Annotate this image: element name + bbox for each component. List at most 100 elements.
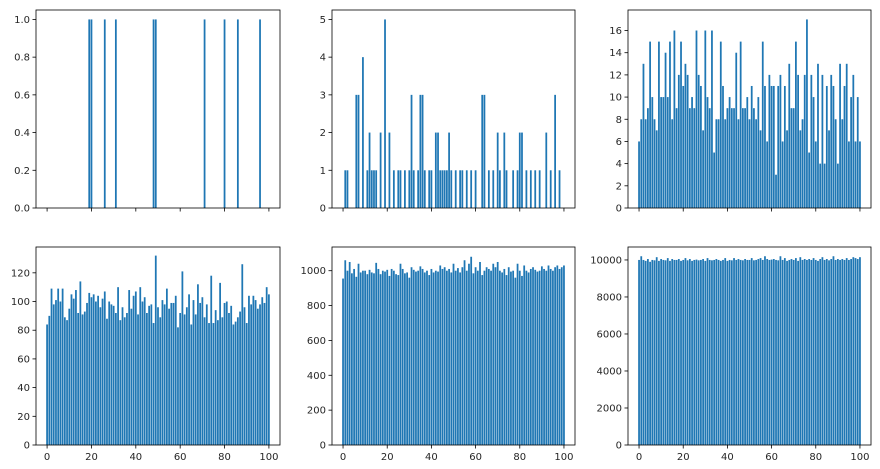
bar [390, 268, 393, 445]
bar [496, 261, 499, 445]
bar [152, 19, 155, 209]
bar [465, 170, 468, 208]
bar [545, 270, 548, 445]
bar [854, 141, 857, 208]
bar [726, 260, 729, 445]
bar [563, 265, 565, 445]
bar [203, 19, 206, 209]
bar [77, 313, 80, 445]
bar [404, 273, 406, 445]
bar [788, 63, 791, 208]
bar [560, 267, 563, 445]
bar [724, 258, 727, 445]
bar [452, 263, 455, 445]
bar [232, 324, 235, 445]
bar [739, 259, 742, 445]
bar [368, 269, 371, 445]
bar [90, 19, 93, 209]
bar [823, 259, 826, 445]
bar [265, 287, 268, 445]
bar [839, 259, 841, 445]
bar [521, 275, 523, 445]
bar [806, 259, 808, 445]
bar [748, 119, 751, 208]
bar [55, 300, 57, 445]
bar [110, 304, 113, 445]
axes-frame [627, 9, 872, 209]
bar-series [342, 256, 565, 445]
bar [148, 305, 151, 445]
bar [397, 170, 400, 208]
bar [114, 313, 117, 445]
bar [126, 313, 128, 445]
bar [192, 300, 195, 445]
bar [386, 269, 389, 445]
y-tick-label: 16 [609, 26, 622, 37]
bar [651, 97, 654, 208]
bar [744, 108, 746, 208]
bar [437, 271, 439, 445]
bar [658, 41, 660, 208]
bar [217, 320, 219, 445]
bar [722, 85, 724, 208]
bar [761, 259, 764, 445]
bar [534, 269, 537, 445]
y-tick-label: 600 [307, 336, 326, 347]
bar [79, 281, 82, 445]
bar [735, 259, 738, 445]
bar [704, 30, 707, 208]
bar [859, 141, 861, 208]
bar [682, 85, 685, 208]
bar [750, 258, 753, 445]
bar [704, 260, 707, 445]
bar [836, 163, 839, 208]
bar [439, 265, 442, 445]
bar [214, 310, 217, 445]
bar [503, 132, 506, 208]
x-tick-label: 100 [259, 452, 278, 463]
subplot-6: 0 2000 4000 6000 8000 10000 0 20 40 60 80 100 [590, 246, 872, 463]
bar [254, 300, 257, 445]
bar [465, 270, 468, 445]
bar [359, 272, 362, 445]
bar [717, 119, 720, 208]
y-tick-label: 5 [320, 15, 326, 26]
bar [797, 74, 799, 208]
x-tick-label: 0 [636, 452, 642, 463]
bar [741, 260, 744, 445]
bar [713, 259, 716, 445]
x-tick-label: 40 [425, 452, 438, 463]
bar [753, 108, 755, 208]
bar [556, 265, 559, 445]
bar [741, 108, 744, 208]
bar [538, 170, 541, 208]
bar [225, 301, 228, 445]
bar [660, 259, 663, 445]
bar [503, 268, 506, 445]
bar [708, 108, 711, 208]
bar [161, 300, 164, 445]
bar [839, 63, 841, 208]
bar [529, 170, 532, 208]
bar [640, 256, 643, 445]
bar [649, 261, 651, 445]
bar [852, 74, 855, 208]
bar [199, 302, 202, 445]
bar [821, 257, 824, 445]
bar [430, 268, 433, 445]
bar [384, 19, 386, 209]
bar [673, 30, 676, 208]
bar [346, 270, 349, 445]
bar [174, 295, 177, 445]
bar [139, 287, 142, 445]
bar [653, 119, 656, 208]
y-tick-label: 20 [17, 412, 30, 423]
bar [746, 97, 749, 208]
bar [370, 170, 373, 208]
y-tick-label: 100 [11, 297, 30, 308]
bar [532, 267, 534, 445]
bar [706, 97, 709, 208]
bar [644, 260, 647, 445]
bar [165, 288, 168, 445]
bar [680, 260, 682, 445]
